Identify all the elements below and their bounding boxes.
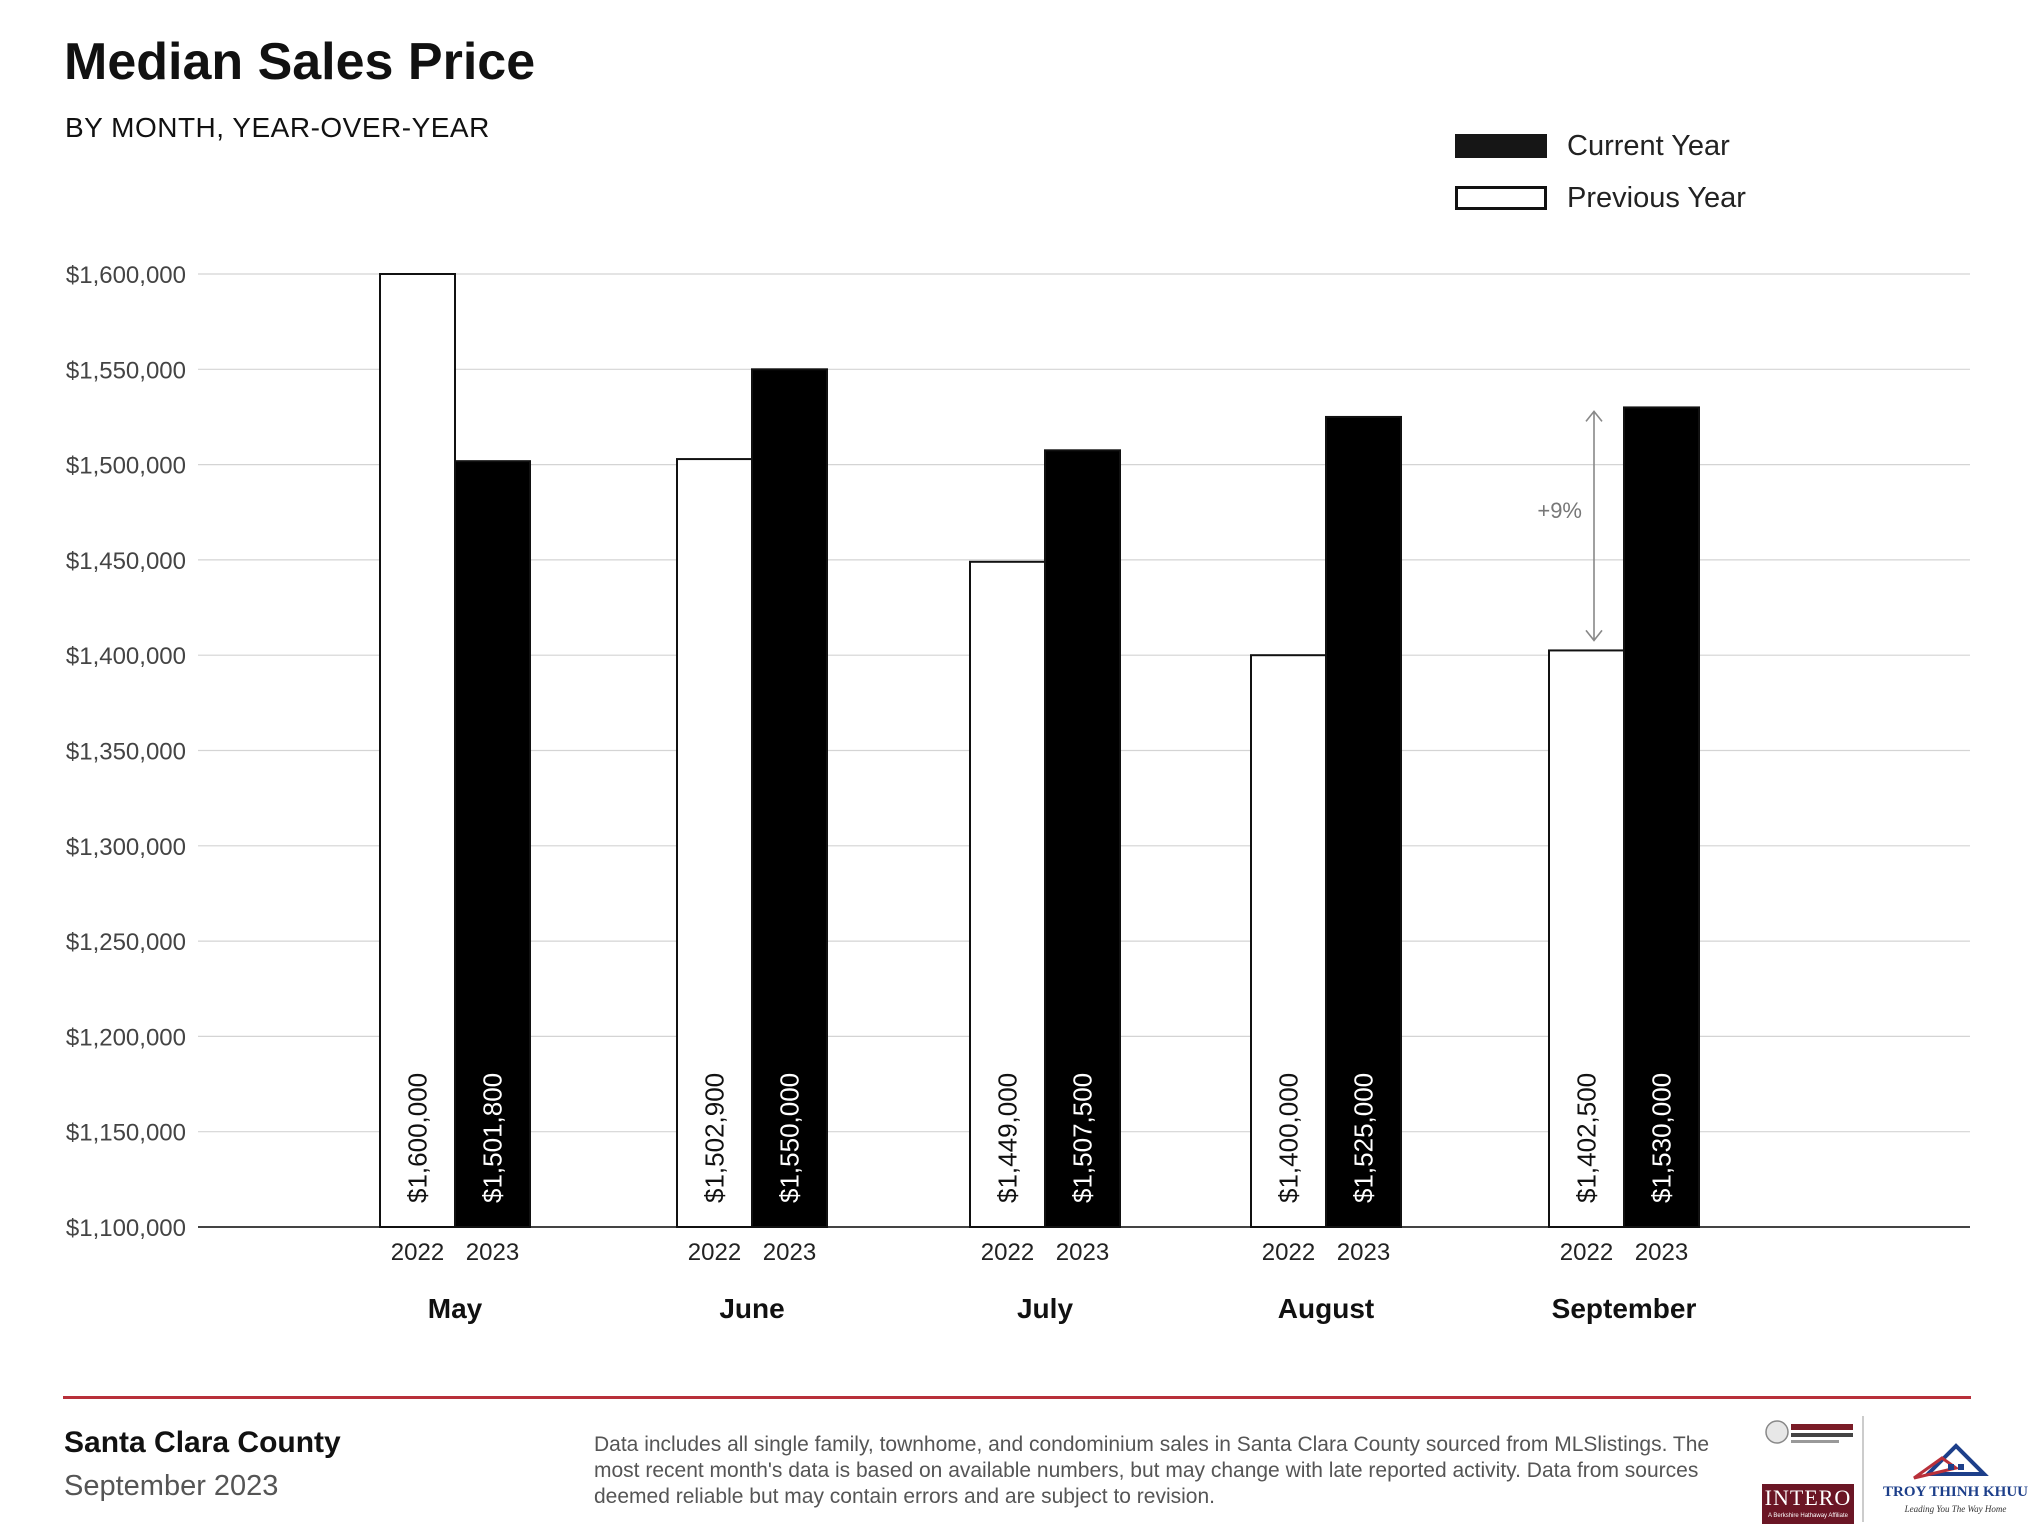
month-label: September xyxy=(1552,1293,1697,1324)
month-label: June xyxy=(719,1293,784,1324)
bar-year-label: 2022 xyxy=(391,1239,444,1266)
troy-logo-tagline: Leading You The Way Home xyxy=(1904,1504,2007,1514)
bar-current-may xyxy=(454,460,531,1228)
bar-year-label: 2023 xyxy=(1635,1239,1688,1266)
annotation: +9% xyxy=(1537,410,1603,642)
bar-value-label: $1,525,000 xyxy=(1349,1073,1379,1203)
bar-previous-may xyxy=(379,273,456,1228)
bar-year-label: 2023 xyxy=(1056,1239,1109,1266)
legend-swatch-current xyxy=(1455,134,1547,158)
y-tick-label: $1,300,000 xyxy=(66,834,186,861)
bar-value-label: $1,449,000 xyxy=(993,1073,1023,1203)
logo-divider xyxy=(1862,1416,1864,1522)
bar-year-label: 2022 xyxy=(1262,1239,1315,1266)
bar-year-label: 2023 xyxy=(763,1239,816,1266)
bar-value-label: $1,530,000 xyxy=(1647,1073,1677,1203)
annotation-arrow-head-down xyxy=(1585,629,1603,642)
bar-value-labels: $1,600,000 $1,501,800 $1,502,900 $1,550,000… xyxy=(403,1073,1677,1203)
y-tick-label: $1,200,000 xyxy=(66,1024,186,1051)
top-agent-network-logo xyxy=(1765,1420,1853,1444)
y-tick-label: $1,150,000 xyxy=(66,1120,186,1147)
y-tick-label: $1,600,000 xyxy=(66,262,186,289)
bars xyxy=(379,273,1700,1229)
x-axis-labels: 2022 2023 May 2022 2023 June 2022 2023 July 2022 2… xyxy=(391,1239,1697,1324)
bar-year-label: 2022 xyxy=(688,1239,741,1266)
bar-previous-august xyxy=(1250,654,1327,1228)
month-label: May xyxy=(428,1293,483,1324)
y-tick-label: $1,500,000 xyxy=(66,453,186,480)
month-label: August xyxy=(1278,1293,1374,1324)
y-tick-label: $1,550,000 xyxy=(66,357,186,384)
footer-disclaimer: Data includes all single family, townhom… xyxy=(594,1433,1710,1508)
legend-label-current: Current Year xyxy=(1567,129,1730,162)
bar-year-label: 2022 xyxy=(1560,1239,1613,1266)
month-label: July xyxy=(1017,1293,1073,1324)
y-tick-label: $1,100,000 xyxy=(66,1215,186,1242)
bar-year-label: 2022 xyxy=(981,1239,1034,1266)
bar-current-june xyxy=(751,368,828,1228)
y-tick-label: $1,250,000 xyxy=(66,929,186,956)
annotation-arrow-head-up xyxy=(1585,410,1603,422)
legend-label-previous: Previous Year xyxy=(1567,181,1746,214)
bar-current-july xyxy=(1044,449,1121,1228)
intero-logo: INTERO A Berkshire Hathaway Affiliate xyxy=(1762,1484,1854,1524)
house-icon xyxy=(1913,1443,1989,1480)
y-axis-tick-labels: $1,100,000 $1,150,000 $1,200,000 $1,250,000… xyxy=(66,262,186,1242)
intero-logo-text: INTERO xyxy=(1764,1485,1852,1510)
legend-item-current: Current Year xyxy=(1455,120,1746,172)
bar-value-label: $1,502,900 xyxy=(700,1073,730,1203)
footer-county: Santa Clara County xyxy=(64,1426,341,1459)
chart-subtitle: BY MONTH, YEAR-OVER-YEAR xyxy=(65,112,490,143)
bar-current-september xyxy=(1623,406,1700,1229)
legend-item-previous: Previous Year xyxy=(1455,172,1746,224)
bar-value-label: $1,600,000 xyxy=(403,1073,433,1203)
bar-previous-september xyxy=(1548,649,1625,1228)
bar-value-label: $1,400,000 xyxy=(1274,1073,1304,1203)
troy-logo: TROY THINH KHUU Leading You The Way Home xyxy=(1870,1434,2041,1524)
bar-current-august xyxy=(1325,415,1402,1228)
bar-previous-july xyxy=(969,560,1046,1228)
bar-value-label: $1,550,000 xyxy=(775,1073,805,1203)
bar-chart: $1,100,000 $1,150,000 $1,200,000 $1,250,000… xyxy=(66,262,1970,1324)
footer-period: September 2023 xyxy=(64,1470,279,1502)
bar-value-label: $1,402,500 xyxy=(1572,1073,1602,1203)
bar-value-label: $1,507,500 xyxy=(1068,1073,1098,1203)
legend-swatch-previous xyxy=(1455,186,1547,210)
annotation-text: +9% xyxy=(1537,498,1582,523)
troy-logo-text: TROY THINH KHUU xyxy=(1882,1484,2029,1500)
bar-year-label: 2023 xyxy=(1337,1239,1390,1266)
y-tick-label: $1,400,000 xyxy=(66,643,186,670)
intero-logo-tagline: A Berkshire Hathaway Affiliate xyxy=(1768,1513,1848,1519)
chart-title: Median Sales Price xyxy=(64,33,536,91)
footer-divider xyxy=(63,1396,1971,1399)
y-tick-label: $1,350,000 xyxy=(66,739,186,766)
legend: Current Year Previous Year xyxy=(1455,120,1746,224)
y-tick-label: $1,450,000 xyxy=(66,548,186,575)
bar-year-label: 2023 xyxy=(466,1239,519,1266)
bar-value-label: $1,501,800 xyxy=(478,1073,508,1203)
bar-previous-june xyxy=(676,458,753,1229)
